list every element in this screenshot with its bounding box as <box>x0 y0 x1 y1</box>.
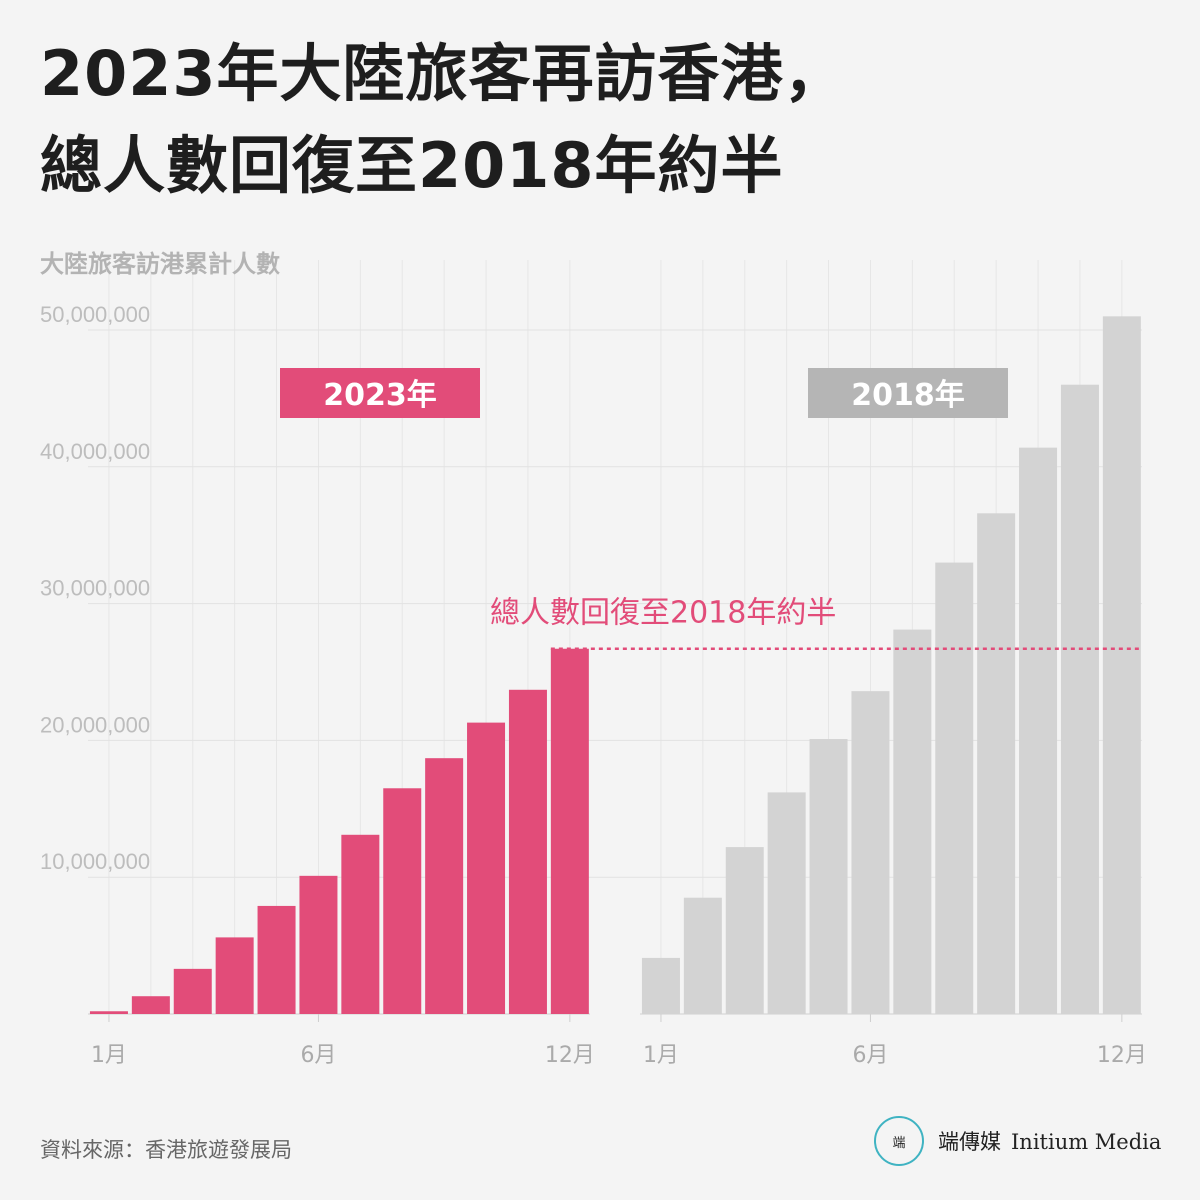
bar-2018年-5月 <box>809 739 848 1014</box>
y-tick-label: 40,000,000 <box>40 439 150 464</box>
initium-logo-icon: 端 <box>874 1116 924 1166</box>
bar-2023年-12月 <box>550 648 589 1014</box>
logo-text-zh: 端傳媒 <box>938 1130 1001 1154</box>
x-tick-label: 12月 <box>1097 1043 1147 1068</box>
bar-2023年-8月 <box>383 788 422 1014</box>
bar-2018年-1月 <box>641 957 680 1014</box>
bar-2023年-2月 <box>131 996 170 1014</box>
bar-2018年-12月 <box>1102 316 1141 1014</box>
bar-2018年-10月 <box>1019 447 1058 1014</box>
bar-2023年-11月 <box>508 689 547 1014</box>
logo-text-en: Initium Media <box>1011 1130 1162 1154</box>
chart-title: 2023年大陸旅客再訪香港， 總人數回復至2018年約半 <box>40 28 847 212</box>
title-line-2: 總人數回復至2018年約半 <box>40 129 784 202</box>
bar-2018年-7月 <box>893 629 932 1014</box>
bar-2023年-6月 <box>299 875 338 1014</box>
logo-text: 端傳媒 Initium Media <box>938 1126 1161 1156</box>
bar-2023年-4月 <box>215 937 254 1014</box>
y-axis-label: 大陸旅客訪港累計人數 <box>40 250 280 278</box>
bar-2018年-9月 <box>977 513 1016 1014</box>
bar-2023年-9月 <box>425 758 464 1014</box>
x-tick-label: 1月 <box>643 1043 679 1068</box>
bar-2023年-1月 <box>89 1011 128 1014</box>
y-tick-label: 10,000,000 <box>40 849 150 874</box>
y-tick-label: 50,000,000 <box>40 302 150 327</box>
bar-2018年-4月 <box>767 792 806 1014</box>
bar-2023年-5月 <box>257 905 296 1014</box>
source-note: 資料來源：香港旅遊發展局 <box>40 1138 292 1162</box>
y-tick-label: 30,000,000 <box>40 576 150 601</box>
legend-box <box>808 368 1008 418</box>
legend-box <box>280 368 480 418</box>
legend-label: 2023年 <box>323 378 437 413</box>
bar-chart: 10,000,000 20,000,000 30,000,000 40,000,000… <box>40 250 1147 1068</box>
x-tick-label: 12月 <box>545 1043 595 1068</box>
bar-2023年-10月 <box>467 722 506 1014</box>
title-line-1: 2023年大陸旅客再訪香港， <box>40 37 847 110</box>
x-tick-label: 6月 <box>300 1043 336 1068</box>
bar-2018年-8月 <box>935 562 974 1014</box>
bar-2018年-3月 <box>725 847 764 1014</box>
initium-logo[interactable]: 端 端傳媒 Initium Media <box>874 1112 1174 1172</box>
bar-2023年-7月 <box>341 834 380 1014</box>
bar-2018年-2月 <box>683 897 722 1014</box>
legend-label: 2018年 <box>851 378 965 413</box>
y-tick-label: 20,000,000 <box>40 712 150 737</box>
bar-2023年-3月 <box>173 968 212 1014</box>
bar-2018年-11月 <box>1060 384 1099 1015</box>
x-tick-label: 1月 <box>91 1043 127 1068</box>
x-tick-label: 6月 <box>852 1043 888 1068</box>
annotation-label: 總人數回復至2018年約半 <box>490 596 836 631</box>
bar-2018年-6月 <box>851 691 890 1014</box>
